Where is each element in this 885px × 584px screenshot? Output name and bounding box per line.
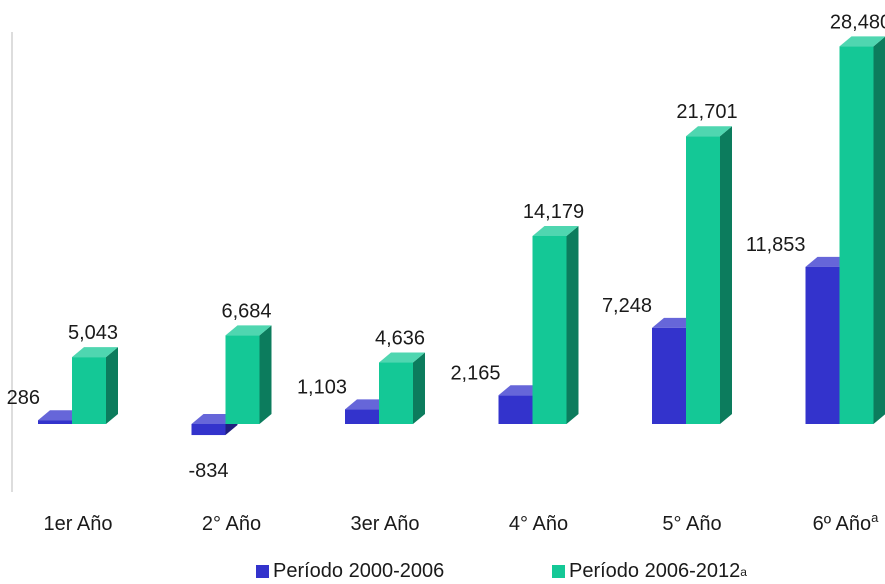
bar-s2-c3 [379, 362, 413, 424]
bar-s2-c1-side [106, 347, 118, 424]
bar-s2-c5 [686, 136, 720, 424]
bar-s2-c5-side [720, 126, 732, 424]
legend: Período 2000-2006 Período 2006-2012 a [0, 560, 885, 584]
x-tick-label-6: 6º Añoa [813, 510, 879, 535]
bar-s1-c4 [498, 395, 533, 424]
bar-s2-c5-top [686, 126, 732, 137]
bar-s2-c2-side [259, 325, 272, 424]
legend-swatch-series-1 [256, 565, 269, 578]
data-label-s1-c5: 7,248 [602, 295, 652, 317]
bar-s2-c3-side [413, 352, 425, 424]
bar-s1-c6 [805, 266, 840, 424]
legend-swatch-series-2 [552, 565, 565, 578]
chart-svg: 286 5,043 1er Año -834 6,684 2° Año 1,103 4,636… [7, 11, 885, 535]
bar-s2-c4 [532, 235, 567, 424]
legend-item-series-1: Período 2000-2006 [256, 560, 444, 583]
data-label-s1-c2: -834 [188, 460, 228, 482]
bar-s2-c6 [839, 46, 874, 425]
x-tick-label-2: 2° Año [202, 513, 261, 535]
bar-s2-c1 [72, 357, 106, 424]
bar-s2-c4-top [532, 225, 579, 236]
bar-s1-c1 [38, 420, 72, 424]
legend-label-series-1: Período 2000-2006 [273, 560, 445, 582]
bar-s1-c3 [345, 409, 379, 424]
bar-s2-c6-top [839, 36, 885, 47]
x-tick-label-6-superscript: a [871, 510, 879, 525]
bar-s1-c2 [191, 424, 226, 436]
bar-s2-c3-top [379, 352, 425, 363]
bar-s2-c2 [225, 335, 260, 424]
data-label-s1-c1: 286 [7, 387, 40, 409]
data-label-s2-c6: 28,480 [830, 11, 885, 33]
data-label-s2-c4: 14,179 [523, 201, 584, 223]
data-label-s1-c3: 1,103 [297, 376, 347, 398]
data-label-s2-c5: 21,701 [676, 101, 737, 123]
legend-label-series-2-superscript: a [740, 564, 747, 579]
bar-s2-c6-side [873, 36, 885, 424]
x-tick-label-3: 3er Año [351, 513, 420, 535]
x-tick-label-1: 1er Año [44, 513, 113, 535]
legend-item-series-2: Período 2006-2012 a [552, 560, 747, 583]
data-label-s1-c6: 11,853 [746, 234, 806, 256]
data-label-s2-c2: 6,684 [221, 300, 271, 322]
data-label-s2-c1: 5,043 [68, 322, 118, 344]
bar-s2-c2-top [225, 325, 272, 336]
bar-s2-c1-top [72, 347, 118, 358]
data-label-s2-c3: 4,636 [375, 328, 425, 350]
x-tick-label-4: 4° Año [509, 513, 568, 535]
legend-label-series-2: Período 2006-2012 [569, 560, 741, 582]
data-label-s1-c4: 2,165 [450, 362, 500, 384]
bar-s2-c4-side [566, 225, 579, 424]
x-tick-label-5: 5° Año [662, 513, 721, 535]
bar-s1-c5 [652, 327, 686, 424]
